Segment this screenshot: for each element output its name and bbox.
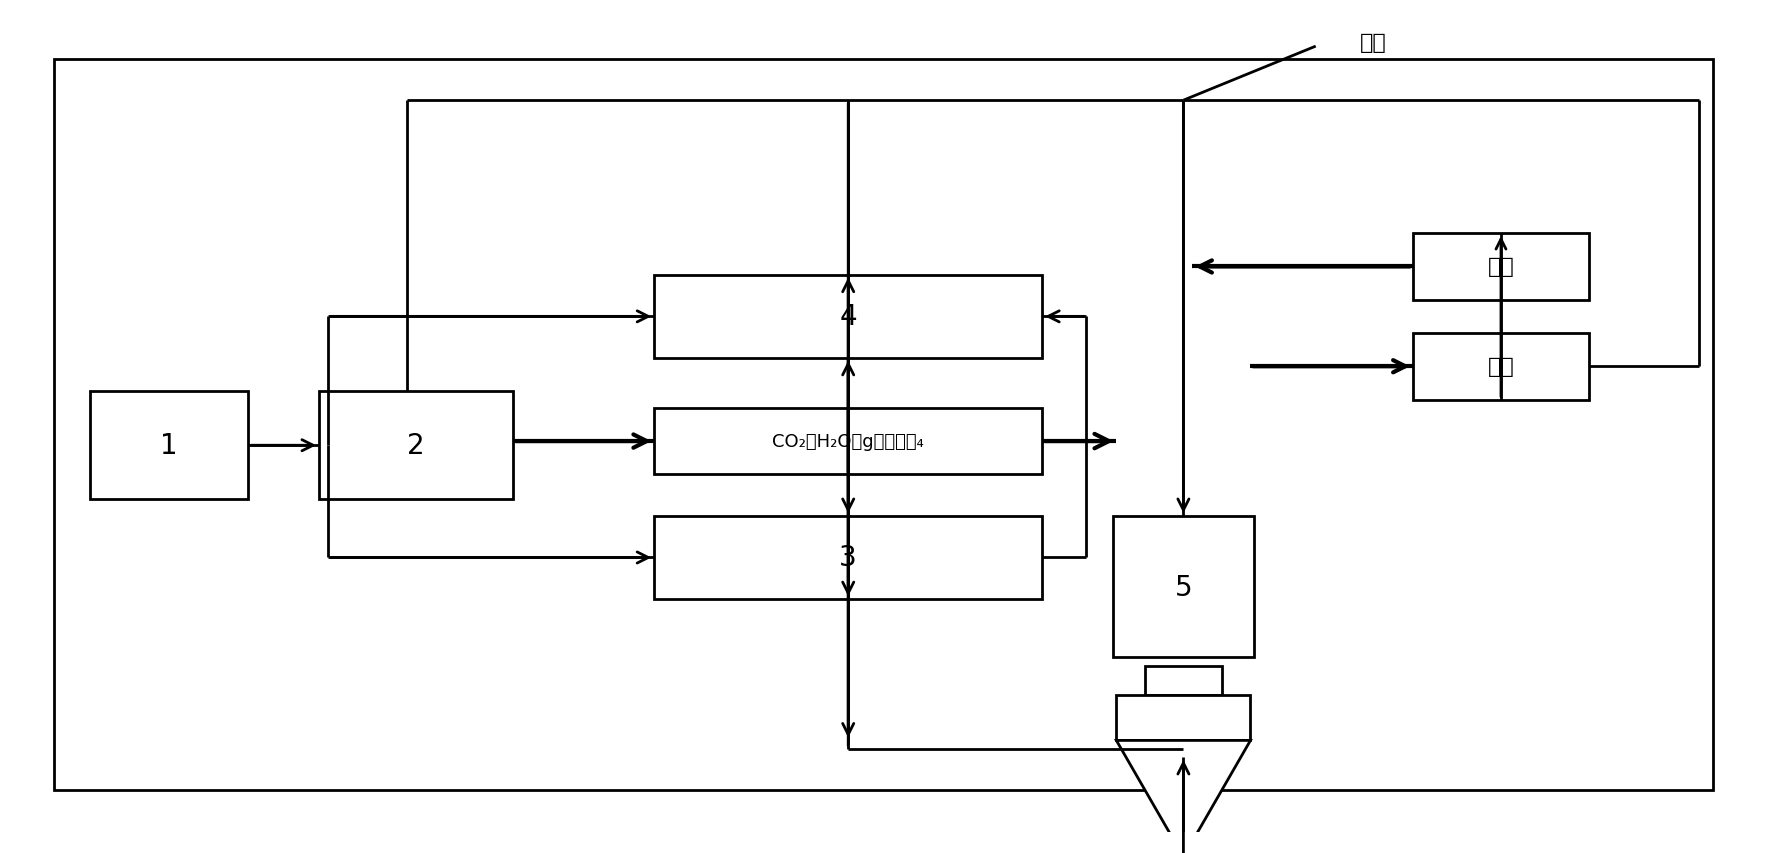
Text: 洗洤: 洗洤 xyxy=(1488,357,1514,377)
Text: 4: 4 xyxy=(839,303,857,331)
Text: 压缩: 压缩 xyxy=(1488,257,1514,277)
Bar xyxy=(1145,666,1223,695)
Bar xyxy=(654,516,1043,600)
Bar xyxy=(654,409,1043,475)
Bar xyxy=(320,392,512,500)
Text: 5: 5 xyxy=(1175,573,1193,601)
Text: 1: 1 xyxy=(161,432,178,460)
Text: 3: 3 xyxy=(839,544,857,572)
Text: 2: 2 xyxy=(406,432,424,460)
Bar xyxy=(654,276,1043,358)
Bar xyxy=(90,392,249,500)
Polygon shape xyxy=(1117,740,1251,853)
Bar xyxy=(55,60,1712,791)
Bar xyxy=(1113,516,1255,658)
Bar xyxy=(1414,334,1589,400)
Text: CO₂、H₂O（g）、空气₄: CO₂、H₂O（g）、空气₄ xyxy=(772,432,924,450)
Bar xyxy=(1117,695,1251,740)
Text: 放空: 放空 xyxy=(1361,33,1387,53)
Bar xyxy=(1414,234,1589,300)
